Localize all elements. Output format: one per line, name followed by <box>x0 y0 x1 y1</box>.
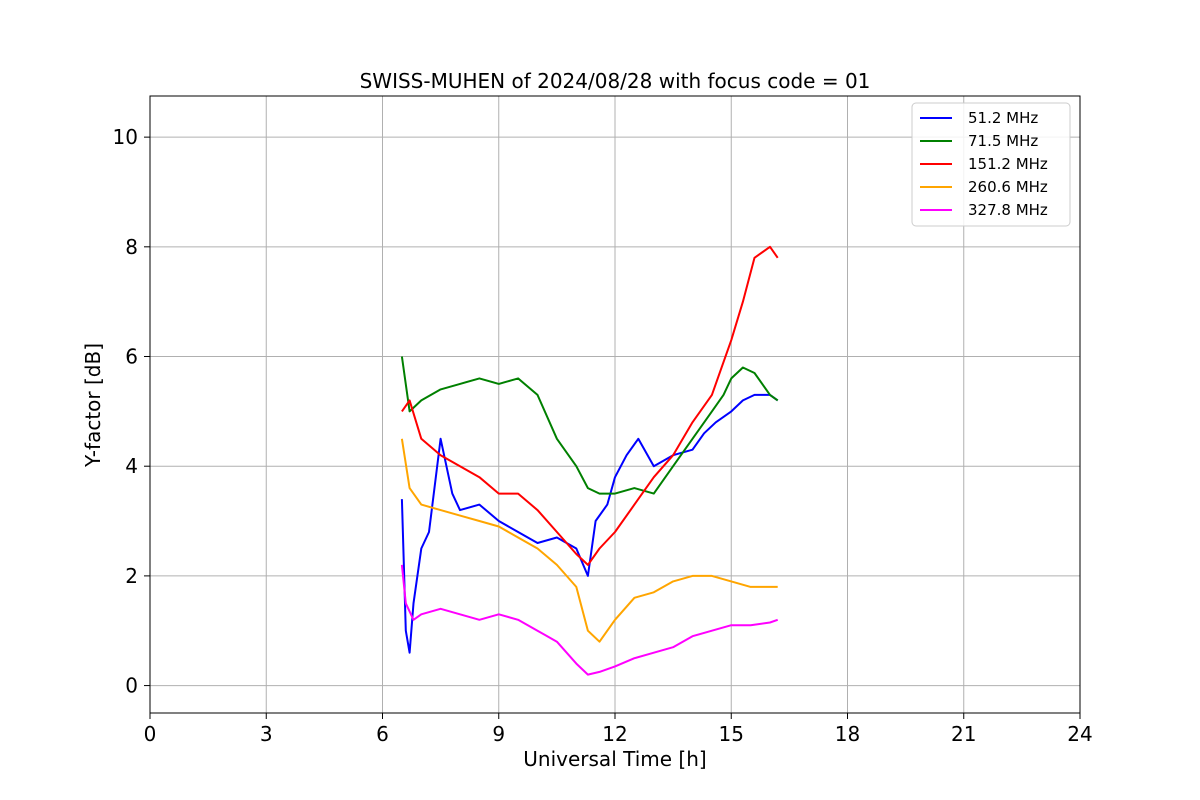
x-tick-label: 9 <box>492 722 505 746</box>
x-tick-label: 24 <box>1067 722 1092 746</box>
series-layer <box>400 245 779 676</box>
x-tick-label: 0 <box>144 722 157 746</box>
y-tick-label: 4 <box>125 454 138 478</box>
y-tick-label: 8 <box>125 235 138 259</box>
series-line-0 <box>400 393 779 654</box>
y-tick-label: 2 <box>125 564 138 588</box>
legend: 51.2 MHz 71.5 MHz 151.2 MHz 260.6 MHz 327.8… <box>911 102 1071 227</box>
x-tick-label: 18 <box>835 722 860 746</box>
x-tick-label: 21 <box>951 722 976 746</box>
grid <box>149 96 1081 713</box>
legend-label: 51.2 MHz <box>968 109 1038 127</box>
series-line-1 <box>400 356 779 495</box>
legend-label: 327.8 MHz <box>968 201 1048 219</box>
x-tick-label: 15 <box>719 722 744 746</box>
legend-label: 260.6 MHz <box>968 178 1048 196</box>
y-axis-label: Y-factor [dB] <box>81 343 105 468</box>
x-tick-label: 12 <box>602 722 627 746</box>
legend-label: 151.2 MHz <box>968 155 1048 173</box>
x-ticks: 0 3 6 9 12 15 18 21 24 <box>144 713 1093 746</box>
y-tick-label: 0 <box>125 674 138 698</box>
series-line-2 <box>401 245 779 566</box>
y-tick-label: 10 <box>113 125 138 149</box>
y-tick-label: 6 <box>125 345 138 369</box>
x-tick-label: 6 <box>376 722 389 746</box>
series-line-3 <box>400 438 778 643</box>
y-ticks: 0 2 4 6 8 10 <box>113 125 150 698</box>
legend-box <box>911 102 1071 227</box>
chart-title: SWISS-MUHEN of 2024/08/28 with focus cod… <box>360 69 871 93</box>
legend-label: 71.5 MHz <box>968 132 1038 150</box>
x-axis-label: Universal Time [h] <box>523 747 706 771</box>
x-tick-label: 3 <box>260 722 273 746</box>
series-line-4 <box>400 564 779 676</box>
